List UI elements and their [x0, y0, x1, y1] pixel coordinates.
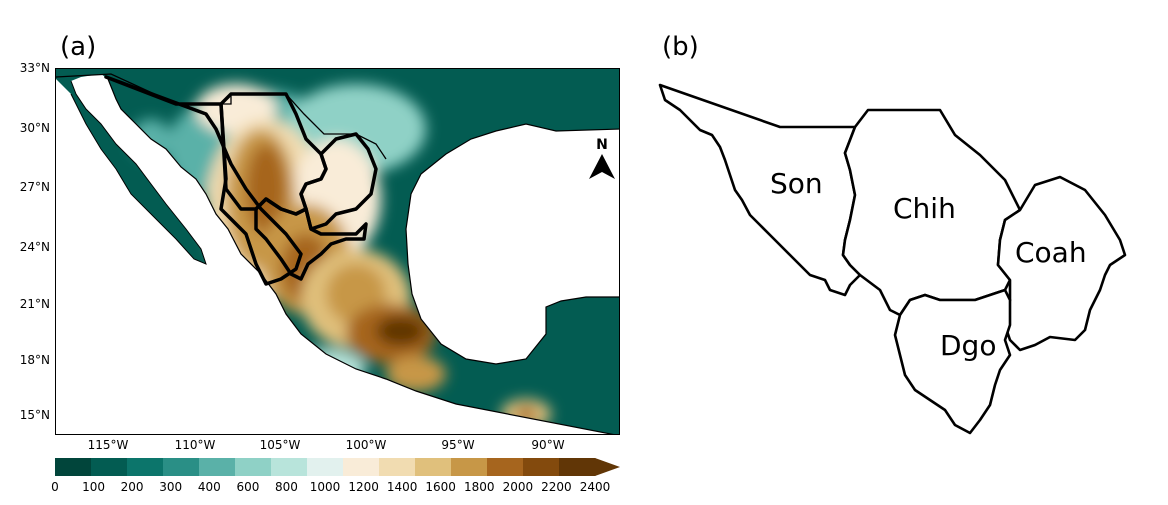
- colorbar-cell: [199, 458, 236, 476]
- colorbar-tick-label: 1000: [309, 480, 341, 494]
- lon-label-110w: 110°W: [174, 438, 216, 452]
- state-outline-coah: [299, 132, 378, 231]
- north-arrow: N: [589, 137, 615, 179]
- colorbar-cell: [415, 458, 452, 476]
- lon-label-95w: 95°W: [441, 438, 475, 452]
- lat-label-24n: 24°N: [19, 240, 50, 254]
- colorbar-tick-label: 800: [274, 480, 298, 494]
- state-son: [658, 83, 862, 297]
- lat-label-15n: 15°N: [19, 408, 50, 422]
- lat-label-21n: 21°N: [19, 297, 50, 311]
- colorbar-cell: [487, 458, 524, 476]
- colorbar-cell: [55, 458, 92, 476]
- north-arrow-icon: [589, 154, 615, 179]
- colorbar-cell: [451, 458, 488, 476]
- state-coah: [996, 175, 1127, 352]
- lon-label-90w: 90°W: [531, 438, 565, 452]
- state-label-son: Son: [770, 167, 823, 200]
- colorbar-cell: [379, 458, 416, 476]
- elevation-map-svg: N: [56, 69, 619, 434]
- colorbar-tick-label: 0: [51, 480, 59, 494]
- colorbar-tick-label: 600: [236, 480, 260, 494]
- colorbar-cell: [91, 458, 128, 476]
- lon-label-115w: 115°W: [87, 438, 129, 452]
- colorbar-cell: [523, 458, 560, 476]
- elevation-map: N: [55, 68, 620, 435]
- colorbar-cell: [163, 458, 200, 476]
- panel-label-b: (b): [662, 32, 699, 62]
- state-label-chih: Chih: [893, 192, 956, 225]
- colorbar-cell: [559, 458, 596, 476]
- highlighted-states: [104, 75, 378, 286]
- state-dgo: [893, 288, 1012, 435]
- colorbar-tick-label: 1600: [425, 480, 456, 494]
- north-arrow-label: N: [596, 137, 608, 153]
- colorbar-tick-label: 1400: [386, 480, 418, 494]
- colorbar-tick-label: 100: [82, 480, 106, 494]
- colorbar-cell: [343, 458, 380, 476]
- colorbar-cell: [271, 458, 308, 476]
- lat-label-27n: 27°N: [19, 180, 50, 194]
- colorbar-cell: [127, 458, 164, 476]
- colorbar-tick-label: 400: [197, 480, 221, 494]
- lat-label-18n: 18°N: [19, 353, 50, 367]
- colorbar-cell: [307, 458, 344, 476]
- lon-label-105w: 105°W: [259, 438, 301, 452]
- colorbar-tick-label: 1800: [464, 480, 495, 494]
- colorbar-extend-arrow: [595, 458, 620, 476]
- colorbar-cells: [55, 458, 620, 476]
- state-label-dgo: Dgo: [940, 329, 996, 362]
- gulf-coastline: [405, 123, 619, 365]
- colorbar-tick-label: 2400: [579, 480, 611, 494]
- panel-label-a: (a): [60, 32, 97, 62]
- lon-label-100w: 100°W: [345, 438, 387, 452]
- colorbar-tick-label: 2000: [502, 480, 534, 494]
- colorbar-tick-label: 200: [120, 480, 144, 494]
- elevation-layer: [56, 69, 619, 434]
- colorbar-tick-label: 300: [159, 480, 183, 494]
- states-map: Son Chih Coah Dgo: [658, 83, 1127, 435]
- state-outline-dgo: [254, 197, 368, 281]
- elevation-colorbar: [55, 458, 620, 476]
- lat-label-33n: 33°N: [19, 61, 50, 75]
- colorbar-tick-label: 1200: [348, 480, 379, 494]
- colorbar-tick-label: 2200: [541, 480, 572, 494]
- colorbar-cell: [235, 458, 272, 476]
- baja-coastline: [70, 80, 207, 265]
- pacific-coastline: [107, 78, 614, 434]
- state-label-coah: Coah: [1015, 236, 1087, 269]
- lat-label-30n: 30°N: [19, 121, 50, 135]
